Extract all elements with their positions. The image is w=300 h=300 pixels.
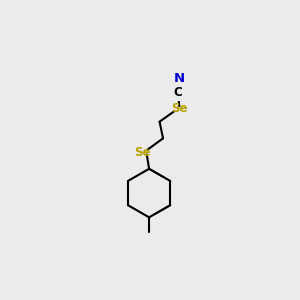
Text: N: N	[173, 71, 184, 85]
Text: Se: Se	[134, 146, 150, 159]
Text: Se: Se	[171, 103, 188, 116]
Text: C: C	[174, 86, 182, 99]
